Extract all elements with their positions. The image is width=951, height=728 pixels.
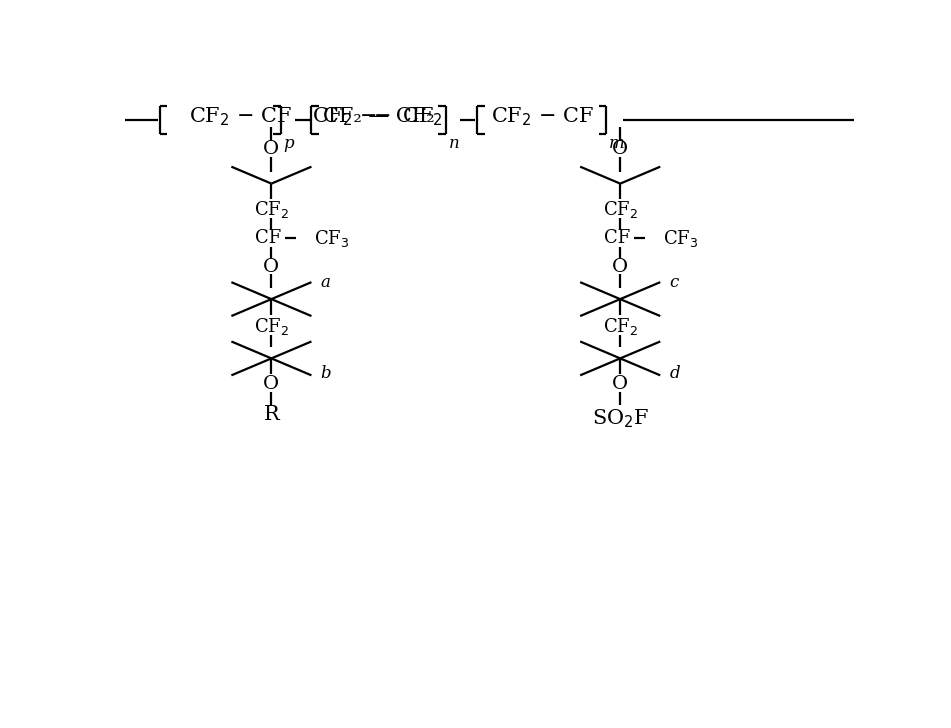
- Text: O: O: [612, 140, 629, 158]
- Text: d: d: [670, 365, 680, 382]
- Text: CF$_2$: CF$_2$: [254, 315, 289, 336]
- Text: O: O: [263, 258, 280, 276]
- Text: b: b: [320, 365, 331, 382]
- Text: R: R: [263, 405, 280, 424]
- Text: CF$_3$: CF$_3$: [314, 228, 349, 249]
- Text: CF$_2$ $-$ CF: CF$_2$ $-$ CF: [491, 106, 594, 128]
- Text: CF: CF: [604, 229, 631, 248]
- Text: a: a: [320, 274, 331, 290]
- Text: p: p: [283, 135, 294, 152]
- Text: O: O: [263, 375, 280, 393]
- Text: CF$_2$ $-\!\!-$ CF$_2$: CF$_2$ $-\!\!-$ CF$_2$: [312, 106, 442, 128]
- Text: O: O: [612, 258, 629, 276]
- Text: CF$_2$ $-$ CF: CF$_2$ $-$ CF: [189, 106, 292, 128]
- Text: O: O: [612, 375, 629, 393]
- Text: CF$_2$: CF$_2$: [254, 199, 289, 220]
- Text: c: c: [670, 274, 679, 290]
- Text: CF$_2$: CF$_2$: [603, 199, 638, 220]
- Text: CF₂ — CF₂: CF₂ — CF₂: [323, 107, 435, 126]
- Text: O: O: [263, 140, 280, 158]
- Text: CF$_3$: CF$_3$: [663, 228, 698, 249]
- Text: SO$_2$F: SO$_2$F: [592, 407, 649, 430]
- Text: n: n: [449, 135, 459, 152]
- Text: m: m: [609, 135, 625, 152]
- Text: CF: CF: [255, 229, 281, 248]
- Text: CF$_2$: CF$_2$: [603, 315, 638, 336]
